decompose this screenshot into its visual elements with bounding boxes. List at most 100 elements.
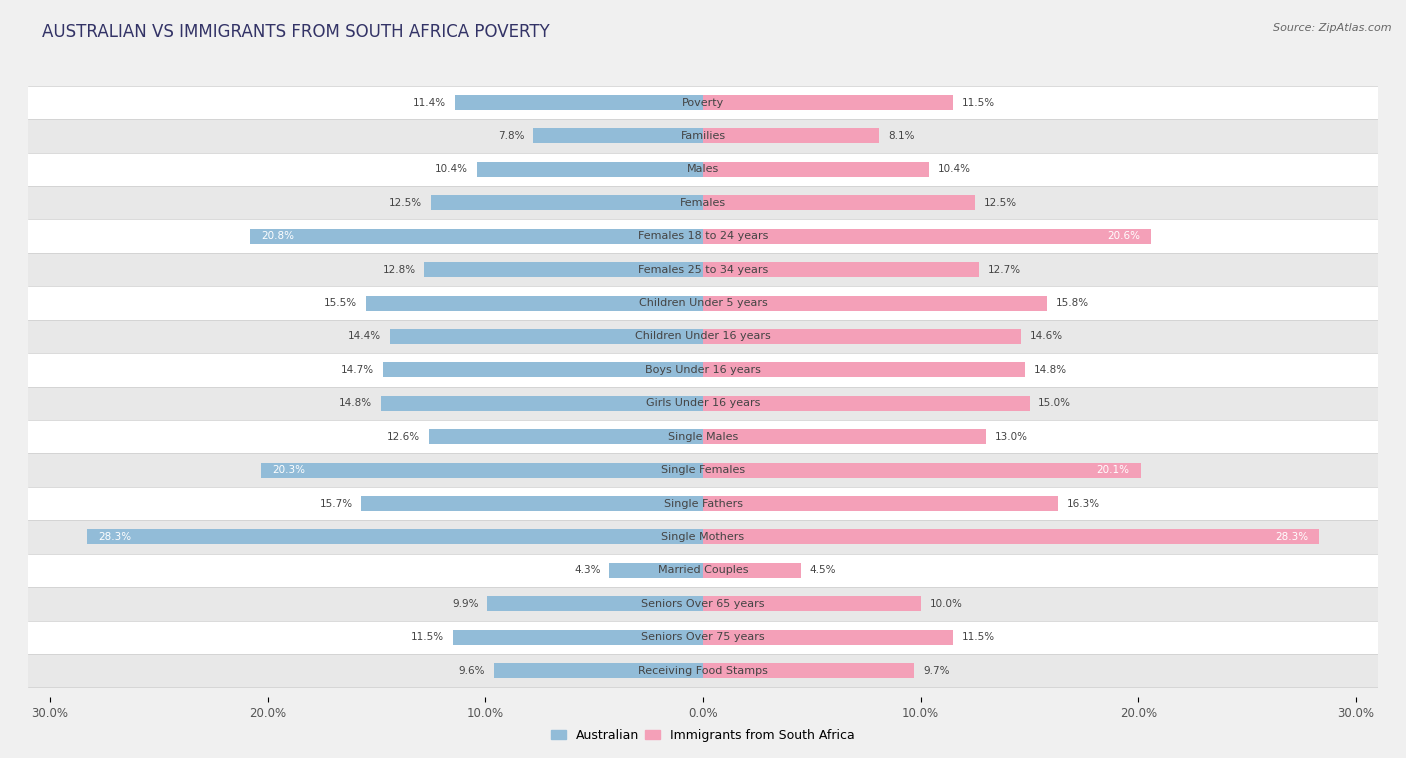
Text: Females: Females (681, 198, 725, 208)
Bar (703, 362, 1025, 377)
Text: 20.3%: 20.3% (271, 465, 305, 475)
Text: 4.5%: 4.5% (810, 565, 837, 575)
Text: Receiving Food Stamps: Receiving Food Stamps (638, 666, 768, 675)
Text: 11.5%: 11.5% (411, 632, 444, 642)
Text: Children Under 16 years: Children Under 16 years (636, 331, 770, 341)
Bar (703, 563, 801, 578)
Text: 9.7%: 9.7% (922, 666, 949, 675)
Text: 15.7%: 15.7% (319, 499, 353, 509)
Text: Males: Males (688, 164, 718, 174)
Bar (453, 630, 703, 645)
Text: 10.4%: 10.4% (938, 164, 972, 174)
Text: 11.5%: 11.5% (962, 98, 995, 108)
Bar (703, 229, 1152, 244)
Bar (703, 396, 1029, 411)
Bar (703, 296, 1047, 311)
Text: 16.3%: 16.3% (1067, 499, 1099, 509)
Text: Seniors Over 75 years: Seniors Over 75 years (641, 632, 765, 642)
Bar (389, 329, 703, 344)
Bar (703, 196, 976, 210)
FancyBboxPatch shape (7, 253, 1399, 287)
Text: Single Females: Single Females (661, 465, 745, 475)
Bar (703, 262, 980, 277)
FancyBboxPatch shape (7, 387, 1399, 420)
Text: 14.6%: 14.6% (1029, 331, 1063, 341)
FancyBboxPatch shape (7, 320, 1399, 353)
Text: 12.5%: 12.5% (984, 198, 1017, 208)
Bar (361, 496, 703, 511)
Bar (250, 229, 703, 244)
Bar (703, 329, 1021, 344)
Bar (425, 262, 703, 277)
Text: 9.9%: 9.9% (453, 599, 479, 609)
Text: 12.7%: 12.7% (988, 265, 1021, 274)
Bar (703, 496, 1057, 511)
Text: 14.8%: 14.8% (1033, 365, 1067, 375)
FancyBboxPatch shape (7, 220, 1399, 253)
Text: 14.7%: 14.7% (342, 365, 374, 375)
FancyBboxPatch shape (7, 453, 1399, 487)
Bar (703, 597, 921, 611)
Bar (609, 563, 703, 578)
Text: Poverty: Poverty (682, 98, 724, 108)
Text: Boys Under 16 years: Boys Under 16 years (645, 365, 761, 375)
Text: Married Couples: Married Couples (658, 565, 748, 575)
Text: 15.0%: 15.0% (1038, 398, 1071, 409)
Text: 11.5%: 11.5% (962, 632, 995, 642)
FancyBboxPatch shape (7, 186, 1399, 220)
FancyBboxPatch shape (7, 353, 1399, 387)
Bar (494, 663, 703, 678)
Text: 12.5%: 12.5% (389, 198, 422, 208)
FancyBboxPatch shape (7, 553, 1399, 587)
FancyBboxPatch shape (7, 420, 1399, 453)
Text: 28.3%: 28.3% (1275, 532, 1308, 542)
Text: Females 18 to 24 years: Females 18 to 24 years (638, 231, 768, 241)
Text: 15.5%: 15.5% (323, 298, 357, 308)
Bar (366, 296, 703, 311)
FancyBboxPatch shape (7, 86, 1399, 119)
Text: Females 25 to 34 years: Females 25 to 34 years (638, 265, 768, 274)
Bar (488, 597, 703, 611)
Text: Single Mothers: Single Mothers (661, 532, 745, 542)
Bar (703, 128, 879, 143)
Text: 13.0%: 13.0% (994, 432, 1028, 442)
Text: 10.4%: 10.4% (434, 164, 468, 174)
Legend: Australian, Immigrants from South Africa: Australian, Immigrants from South Africa (546, 724, 860, 747)
Text: Children Under 5 years: Children Under 5 years (638, 298, 768, 308)
Text: 4.3%: 4.3% (574, 565, 600, 575)
Bar (703, 630, 953, 645)
Text: 12.8%: 12.8% (382, 265, 416, 274)
Text: 14.4%: 14.4% (347, 331, 381, 341)
Bar (381, 396, 703, 411)
Text: 7.8%: 7.8% (498, 131, 524, 141)
Bar (430, 196, 703, 210)
Bar (262, 462, 703, 478)
Text: Single Males: Single Males (668, 432, 738, 442)
Bar (429, 429, 703, 444)
Text: Source: ZipAtlas.com: Source: ZipAtlas.com (1274, 23, 1392, 33)
FancyBboxPatch shape (7, 119, 1399, 152)
Bar (703, 462, 1140, 478)
Text: 15.8%: 15.8% (1056, 298, 1088, 308)
Text: 8.1%: 8.1% (889, 131, 914, 141)
Bar (454, 95, 703, 110)
FancyBboxPatch shape (7, 621, 1399, 654)
FancyBboxPatch shape (7, 520, 1399, 553)
Text: Families: Families (681, 131, 725, 141)
FancyBboxPatch shape (7, 487, 1399, 520)
FancyBboxPatch shape (7, 152, 1399, 186)
Text: 14.8%: 14.8% (339, 398, 373, 409)
FancyBboxPatch shape (7, 287, 1399, 320)
Bar (703, 429, 986, 444)
Text: Girls Under 16 years: Girls Under 16 years (645, 398, 761, 409)
Text: 20.8%: 20.8% (262, 231, 294, 241)
Text: 20.6%: 20.6% (1108, 231, 1140, 241)
Text: 9.6%: 9.6% (458, 666, 485, 675)
Text: AUSTRALIAN VS IMMIGRANTS FROM SOUTH AFRICA POVERTY: AUSTRALIAN VS IMMIGRANTS FROM SOUTH AFRI… (42, 23, 550, 41)
Text: Single Fathers: Single Fathers (664, 499, 742, 509)
Bar (382, 362, 703, 377)
Bar (533, 128, 703, 143)
Text: 28.3%: 28.3% (98, 532, 131, 542)
FancyBboxPatch shape (7, 587, 1399, 621)
Bar (477, 162, 703, 177)
